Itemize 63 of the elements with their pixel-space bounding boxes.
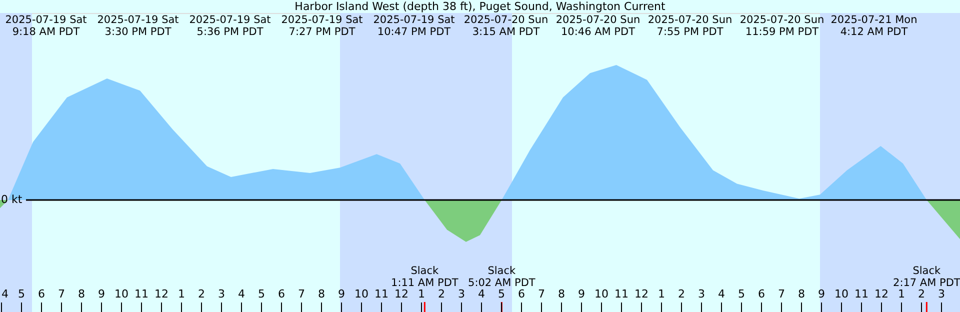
x-tick-label: 12 <box>874 288 888 300</box>
x-tick-label: 6 <box>278 288 285 300</box>
x-tick-label: 10 <box>834 288 848 300</box>
ref-line-label: Slack 5:02 AM PDT <box>468 265 536 289</box>
x-tick-label: 7 <box>538 288 545 300</box>
x-tick-label: 6 <box>518 288 525 300</box>
x-tick-label: 3 <box>218 288 225 300</box>
x-tick-label: 4 <box>478 288 485 300</box>
ref-line-label: Slack 2:17 AM PDT <box>893 265 960 289</box>
text: 2025-07-19 Sat 7:27 PM PDT <box>281 14 363 38</box>
x-tick-label: 6 <box>758 288 765 300</box>
x-tick-label: 9 <box>818 288 825 300</box>
x-tick-label: 3 <box>458 288 465 300</box>
x-tick-label: 7 <box>58 288 65 300</box>
x-tick-label: 4 <box>718 288 725 300</box>
x-tick-label: 5 <box>18 288 25 300</box>
x-tick-label: 5 <box>258 288 265 300</box>
x-tick-label: 1 <box>418 288 425 300</box>
x-tick-label: 8 <box>798 288 805 300</box>
x-tick-label: 9 <box>98 288 105 300</box>
x-tick-label: 3 <box>698 288 705 300</box>
x-tick-label: 9 <box>338 288 345 300</box>
x-tick-label: 7 <box>298 288 305 300</box>
x-tick-label: 1 <box>898 288 905 300</box>
x-tick-label: 2 <box>918 288 925 300</box>
text: 2025-07-20 Sun 11:59 PM PDT <box>740 14 824 38</box>
x-tick-label: 8 <box>318 288 325 300</box>
text: 2025-07-19 Sat 10:47 PM PDT <box>373 14 455 38</box>
text: 2025-07-19 Sat 9:18 AM PDT <box>5 14 87 38</box>
chart-title: Harbor Island West (depth 38 ft), Puget Sound, Washington Current <box>294 0 666 13</box>
x-tick-label: 8 <box>558 288 565 300</box>
ref-line-label: 0 kt <box>1 193 23 206</box>
text: 2025-07-21 Mon 4:12 AM PDT <box>830 14 918 38</box>
x-tick-label: 3 <box>938 288 945 300</box>
x-tick-label: 5 <box>738 288 745 300</box>
text: 2025-07-20 Sun 3:15 AM PDT <box>464 14 548 38</box>
text: 2025-07-19 Sat 3:30 PM PDT <box>97 14 179 38</box>
x-tick-label: 10 <box>114 288 128 300</box>
x-tick-label: 6 <box>38 288 45 300</box>
ref-line-label: Slack 1:11 AM PDT <box>391 265 459 289</box>
x-tick-label: 11 <box>854 288 868 300</box>
x-tick-label: 4 <box>238 288 245 300</box>
x-tick-label: 12 <box>634 288 648 300</box>
x-tick-label: 7 <box>778 288 785 300</box>
x-tick-label: 2 <box>438 288 445 300</box>
x-tick-label: 11 <box>374 288 388 300</box>
x-tick-label: 9 <box>578 288 585 300</box>
x-tick-label: 11 <box>614 288 628 300</box>
text: 2025-07-20 Sun 10:46 AM PDT <box>556 14 640 38</box>
x-tick-label: 12 <box>154 288 168 300</box>
x-tick-label: 1 <box>658 288 665 300</box>
x-tick-label: 1 <box>178 288 185 300</box>
x-tick-label: 4 <box>2 288 8 300</box>
x-tick-label: 8 <box>78 288 85 300</box>
x-tick-label: 11 <box>134 288 148 300</box>
x-tick-label: 2 <box>678 288 685 300</box>
text: 2025-07-19 Sat 5:36 PM PDT <box>189 14 271 38</box>
x-tick-label: 5 <box>498 288 505 300</box>
x-tick-label: 2 <box>198 288 205 300</box>
x-tick-label: 10 <box>354 288 368 300</box>
text: 2025-07-20 Sun 7:55 PM PDT <box>648 14 732 38</box>
x-tick-label: 10 <box>594 288 608 300</box>
x-tick-label: 12 <box>394 288 408 300</box>
